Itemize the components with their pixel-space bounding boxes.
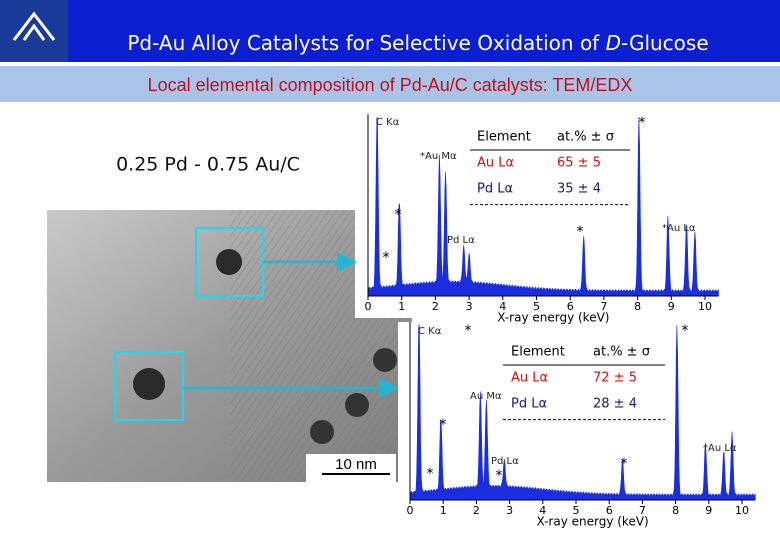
peak-marker: *	[395, 207, 402, 223]
x-tick-label: 10	[698, 300, 712, 313]
table-cell: Au Lα	[511, 371, 548, 386]
peak-label: Pd Lα	[491, 456, 519, 467]
header-bar	[0, 0, 780, 62]
x-tick-label: 3	[466, 300, 473, 313]
table-cell: 65 ± 5	[557, 156, 601, 171]
x-tick-label: 1	[398, 300, 405, 313]
table-cell: Au Lα	[477, 156, 514, 171]
x-tick-label: 0	[407, 504, 414, 517]
title: Pd-Au Alloy Catalysts for Selective Oxid…	[127, 31, 708, 55]
x-tick-label: 8	[672, 504, 679, 517]
peak-marker: *	[496, 468, 503, 484]
table-header: at.% ± σ	[557, 130, 614, 145]
subtitle-bar	[0, 66, 780, 102]
spectrum	[367, 116, 719, 297]
x-tick-label: 5	[533, 300, 540, 313]
peak-label: *Au Mα	[420, 151, 457, 162]
x-tick-label: 6	[567, 300, 574, 313]
x-tick-label: 6	[606, 504, 613, 517]
x-axis-label: X-ray energy (keV)	[536, 515, 648, 529]
x-tick-label: 10	[735, 504, 749, 517]
x-tick-label: 2	[432, 300, 439, 313]
peak-marker: *	[465, 323, 472, 339]
table-bg	[503, 340, 665, 420]
x-tick-label: 9	[668, 300, 675, 313]
peak-label: *Au Lα	[662, 223, 696, 234]
table-bg	[470, 125, 630, 205]
peak-label: C Kα	[418, 326, 442, 337]
x-tick-label: 1	[440, 504, 447, 517]
x-tick-label: 4	[539, 504, 546, 517]
spectrum	[409, 323, 756, 501]
x-tick-label: 4	[499, 300, 506, 313]
x-tick-label: 2	[473, 504, 480, 517]
table-header: Element	[511, 345, 565, 360]
table-cell: Pd Lα	[477, 182, 513, 197]
table-cell: 35 ± 4	[557, 182, 601, 197]
subtitle: Local elemental composition of Pd-Au/C c…	[148, 75, 633, 95]
peak-marker: *	[383, 250, 390, 266]
peak-label: Au Mα	[470, 391, 502, 402]
table-cell: 28 ± 4	[593, 397, 637, 412]
x-tick-label: 7	[639, 504, 646, 517]
peak-marker: *	[621, 456, 628, 472]
sample-label: 0.25 Pd - 0.75 Au/C	[116, 154, 300, 176]
peak-label: C Kα	[376, 117, 400, 128]
x-tick-label: 0	[365, 300, 372, 313]
x-tick-label: 8	[634, 300, 641, 313]
x-axis-label: X-ray energy (keV)	[497, 311, 609, 325]
x-tick-label: 5	[573, 504, 580, 517]
logo-mark	[12, 11, 56, 41]
x-tick-label: 9	[705, 504, 712, 517]
table-header: at.% ± σ	[593, 345, 650, 360]
table-header: Element	[477, 130, 531, 145]
peak-marker: *	[440, 417, 447, 433]
table-cell: 72 ± 5	[593, 371, 637, 386]
peak-marker: *	[682, 323, 689, 339]
logo	[0, 0, 68, 62]
x-tick-label: 3	[506, 504, 513, 517]
x-tick-label: 7	[600, 300, 607, 313]
peak-label: *Au Lα	[703, 443, 737, 454]
peak-marker: *	[577, 224, 584, 240]
peak-marker: *	[639, 115, 646, 131]
peak-marker: *	[427, 466, 434, 482]
scale-bar-label: 10 nm	[335, 456, 377, 473]
table-cell: Pd Lα	[511, 397, 547, 412]
peak-label: Pd Lα	[447, 235, 475, 246]
